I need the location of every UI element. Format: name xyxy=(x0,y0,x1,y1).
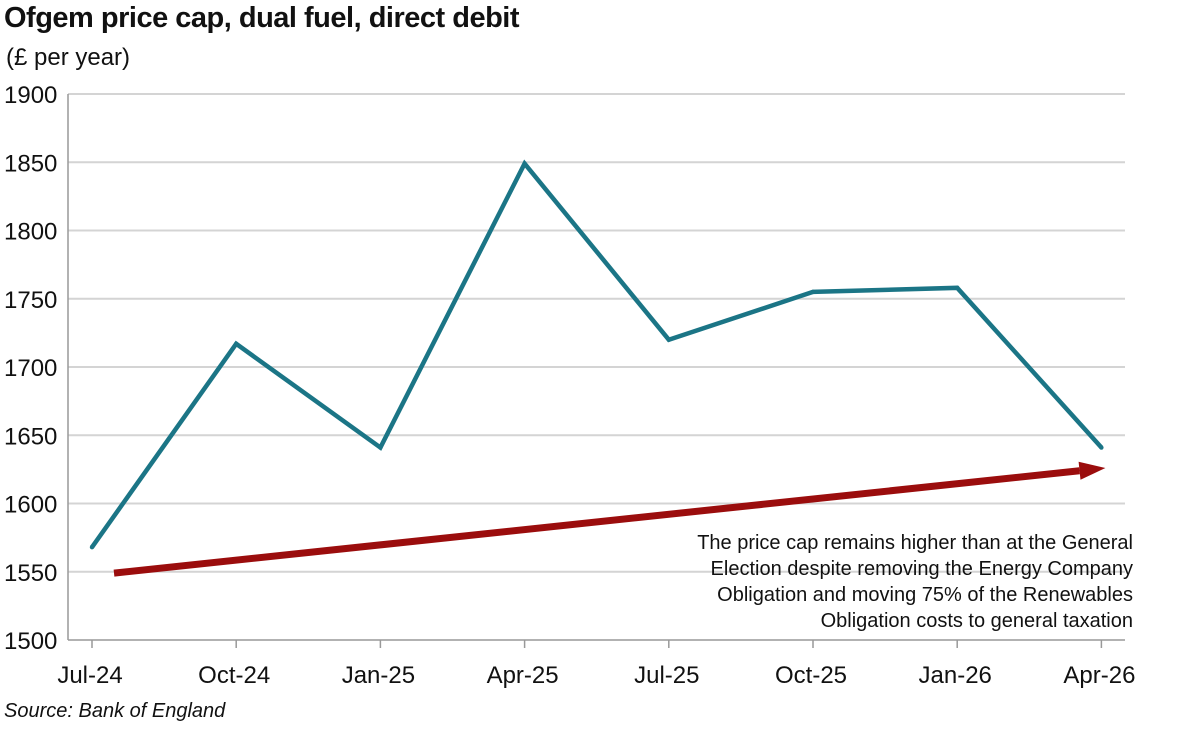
chart-title: Ofgem price cap, dual fuel, direct debit xyxy=(4,2,520,34)
annotation-text: The price cap remains higher than at the… xyxy=(697,532,1133,632)
trend-arrow xyxy=(113,461,1106,577)
data-point xyxy=(378,445,383,450)
annotation-line: Election despite removing the Energy Com… xyxy=(711,558,1133,580)
x-tick-label: Oct-24 xyxy=(198,662,270,689)
y-tick-label: 1550 xyxy=(4,560,57,587)
x-tick-label: Jan-26 xyxy=(919,662,992,689)
data-point xyxy=(1099,445,1104,450)
x-tick-label: Oct-25 xyxy=(775,662,847,689)
trend-arrow-head xyxy=(1078,461,1106,480)
x-tick-label: Apr-26 xyxy=(1063,662,1135,689)
data-point xyxy=(89,544,95,550)
y-tick-label: 1650 xyxy=(4,423,57,450)
trend-arrow-shaft xyxy=(113,467,1080,577)
y-tick-label: 1700 xyxy=(4,355,57,382)
y-axis-ticks: 1500 1550 1600 1650 1700 1750 1800 1850 1900 xyxy=(4,82,57,655)
y-axis-unit-label: (£ per year) xyxy=(6,44,131,71)
x-tick-label: Jul-25 xyxy=(634,662,699,689)
data-point xyxy=(955,285,960,291)
data-point xyxy=(666,337,671,342)
y-tick-label: 1750 xyxy=(4,287,57,314)
source-note: Source: Bank of England xyxy=(4,700,226,722)
x-tick-label: Apr-25 xyxy=(487,662,559,689)
gridlines xyxy=(67,93,1125,641)
series-layer xyxy=(89,159,1104,550)
annotation-line: Obligation and moving 75% of the Renewab… xyxy=(717,584,1133,606)
y-tick-label: 1900 xyxy=(4,82,57,109)
x-tick-label: Jul-24 xyxy=(57,662,122,689)
data-point xyxy=(234,341,239,346)
y-tick-label: 1600 xyxy=(4,492,57,519)
x-tick-label: Jan-25 xyxy=(342,662,415,689)
y-tick-label: 1850 xyxy=(4,150,57,177)
series-line xyxy=(90,159,1104,549)
data-point xyxy=(810,289,816,295)
y-tick-label: 1500 xyxy=(4,628,57,655)
annotation-line: Obligation costs to general taxation xyxy=(821,610,1133,632)
x-axis-ticks: Jul-24 Oct-24 Jan-25 Apr-25 Jul-25 Oct-25 Jan-… xyxy=(57,640,1135,689)
y-tick-label: 1800 xyxy=(4,219,57,246)
data-point xyxy=(522,161,527,166)
annotation-line: The price cap remains higher than at the… xyxy=(697,532,1133,554)
